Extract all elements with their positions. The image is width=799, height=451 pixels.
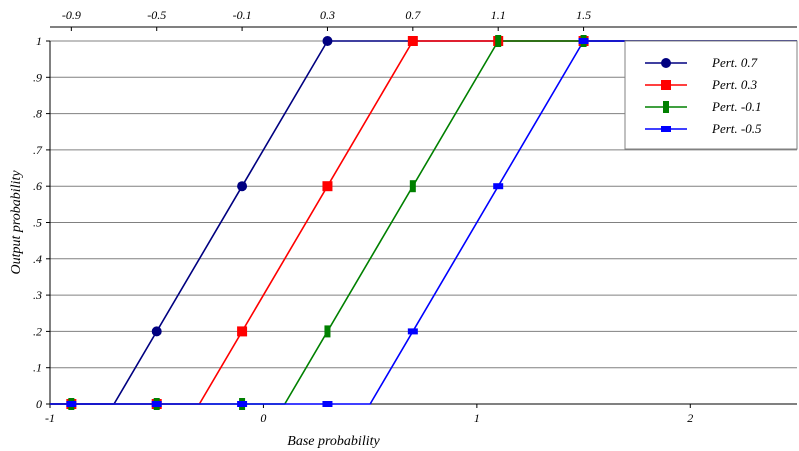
top-tick-label: -0.1 (233, 8, 252, 22)
legend-label: Pert. 0.3 (711, 77, 758, 92)
y-tick-label: 0 (36, 397, 42, 411)
top-tick-label: -0.5 (147, 8, 166, 22)
legend-marker (661, 126, 671, 132)
y-tick-label: .5 (33, 216, 42, 230)
legend-label: Pert. 0.7 (711, 55, 758, 70)
data-point (495, 35, 502, 47)
data-point (407, 328, 418, 335)
x-tick-label: 2 (687, 411, 693, 425)
data-point (151, 326, 162, 337)
y-tick-label: .4 (33, 252, 42, 266)
data-point (324, 325, 331, 338)
x-tick-label: -1 (45, 411, 55, 425)
y-tick-label: .7 (33, 143, 43, 157)
data-point (322, 36, 333, 46)
top-tick-label: 0.3 (320, 8, 335, 22)
data-point (322, 181, 333, 192)
data-point (322, 401, 333, 407)
y-axis-title: Output probability (9, 170, 24, 275)
top-tick-label: -0.9 (62, 8, 81, 22)
data-point (578, 38, 589, 44)
y-tick-label: .6 (33, 179, 42, 193)
top-tick-label: 0.7 (405, 8, 421, 22)
top-tick-label: 1.5 (576, 8, 591, 22)
data-point (237, 181, 248, 192)
data-point (237, 326, 248, 337)
x-axis-title: Base probability (287, 434, 380, 449)
legend: Pert. 0.7 Pert. 0.3 Pert. -0.1 Pert. -0.5 (624, 40, 798, 150)
y-tick-label: 1 (36, 34, 42, 48)
legend-marker (663, 101, 669, 113)
x-tick-label: 0 (260, 411, 266, 425)
axes: 0.1.2.3.4.5.6.7.8.91-1 0 1 2-0.9 -0.5 -0.1 0.3… (33, 8, 797, 425)
top-tick-label: 1.1 (491, 8, 506, 22)
y-tick-label: .3 (33, 288, 42, 302)
legend-label: Pert. -0.5 (711, 121, 762, 136)
legend-marker (661, 80, 671, 90)
x-tick-label: 1 (474, 411, 480, 425)
data-point (409, 180, 416, 193)
data-point (493, 183, 504, 190)
y-tick-label: .1 (33, 361, 42, 375)
legend-marker (661, 58, 671, 68)
y-tick-label: .9 (33, 70, 42, 84)
y-tick-label: .8 (33, 107, 42, 121)
data-point (151, 401, 162, 407)
data-point (66, 401, 77, 407)
y-tick-label: .2 (33, 324, 42, 338)
data-point (237, 401, 248, 407)
data-point (407, 36, 418, 46)
legend-label: Pert. -0.1 (711, 99, 761, 114)
legend-box (624, 40, 798, 150)
